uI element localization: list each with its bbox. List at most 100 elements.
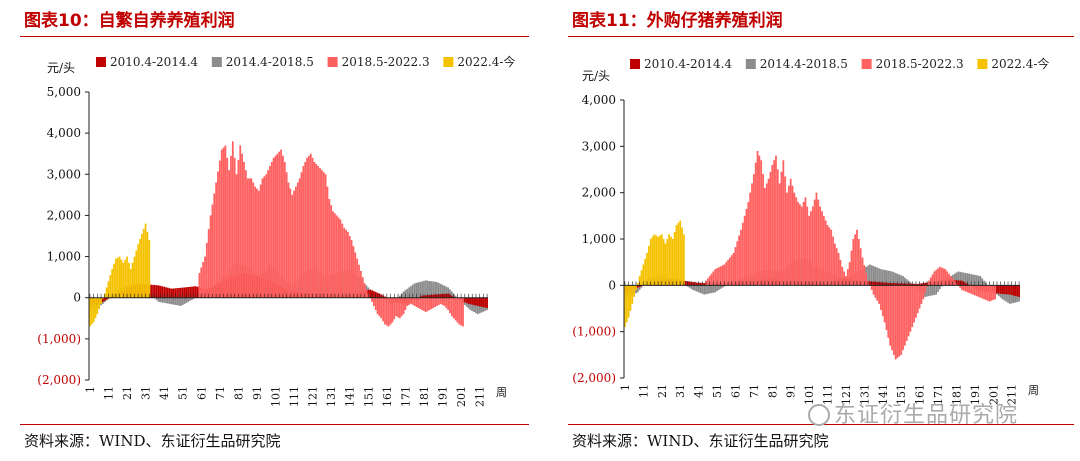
- bar: [752, 174, 755, 286]
- bar: [120, 259, 123, 298]
- bar: [458, 297, 461, 325]
- bar: [382, 297, 385, 322]
- bar: [730, 255, 733, 286]
- bar: [841, 266, 844, 286]
- bar: [751, 183, 753, 286]
- y-tick-label: 1,000: [582, 232, 616, 246]
- y-tick-label: (2,000): [37, 373, 81, 387]
- bar: [898, 274, 901, 286]
- bar: [933, 271, 936, 286]
- bar: [233, 157, 236, 298]
- bar: [769, 171, 772, 286]
- bar: [354, 252, 357, 298]
- bar: [902, 285, 904, 351]
- y-tick-label: 1,000: [47, 250, 81, 264]
- bar: [651, 236, 654, 286]
- bar: [684, 280, 687, 286]
- bar: [640, 270, 643, 286]
- bar: [257, 190, 260, 298]
- bar: [298, 178, 301, 298]
- bar: [124, 259, 127, 298]
- bar: [475, 297, 477, 306]
- bar: [380, 297, 383, 319]
- bar: [387, 297, 390, 327]
- bar: [192, 286, 195, 298]
- legend-label: 2018.5-2022.3: [876, 57, 964, 71]
- bar: [369, 289, 372, 298]
- bar: [880, 282, 882, 286]
- bar: [191, 297, 193, 300]
- bar: [870, 265, 873, 286]
- bar: [287, 182, 290, 298]
- bar: [898, 283, 901, 286]
- bar: [309, 153, 312, 298]
- bar: [631, 285, 634, 304]
- bar: [935, 269, 938, 286]
- bar: [181, 287, 184, 298]
- bar: [697, 285, 700, 293]
- bar: [699, 282, 702, 286]
- bar: [926, 285, 928, 287]
- bar: [330, 205, 333, 298]
- bar: [350, 240, 353, 298]
- bar: [668, 234, 671, 286]
- bar: [102, 297, 104, 299]
- bar: [411, 297, 414, 305]
- bar: [413, 297, 416, 306]
- bar: [165, 297, 167, 304]
- x-tick-label: 41: [158, 386, 171, 400]
- bar: [638, 276, 641, 286]
- x-tick-label: 61: [195, 386, 208, 400]
- bar: [880, 269, 882, 286]
- bar: [447, 293, 449, 298]
- bar: [706, 278, 709, 286]
- bar: [699, 285, 702, 294]
- bar: [291, 194, 294, 298]
- bar: [804, 197, 807, 286]
- bar: [139, 239, 141, 298]
- bar: [646, 252, 648, 286]
- bar: [996, 285, 998, 294]
- bar: [765, 183, 768, 286]
- bar: [874, 285, 877, 298]
- bar: [161, 297, 164, 303]
- bar: [261, 178, 264, 298]
- bar: [432, 294, 435, 298]
- bar: [423, 280, 425, 298]
- bar: [410, 297, 412, 304]
- bar: [927, 285, 930, 297]
- x-axis-unit: 周: [1028, 384, 1039, 397]
- bar: [454, 297, 457, 321]
- bar: [983, 280, 985, 286]
- bar: [885, 285, 888, 331]
- bar: [410, 286, 412, 298]
- bar: [102, 297, 104, 302]
- bar: [244, 170, 247, 298]
- bar: [705, 285, 707, 295]
- x-tick-label: 171: [399, 386, 412, 407]
- bar: [679, 220, 682, 286]
- bar: [926, 285, 928, 297]
- x-tick-label: 111: [822, 384, 835, 405]
- bar: [319, 168, 321, 298]
- bar: [902, 283, 904, 286]
- bar: [384, 297, 386, 325]
- bar: [937, 285, 939, 292]
- bar: [694, 285, 696, 291]
- bar: [872, 285, 875, 295]
- bar: [852, 239, 855, 286]
- bar: [946, 271, 949, 286]
- bar: [633, 285, 636, 297]
- bar: [878, 268, 880, 286]
- bar: [113, 263, 115, 298]
- bar: [89, 297, 91, 327]
- watermark: 东证衍生品研究院: [808, 397, 1018, 429]
- bar: [692, 282, 694, 286]
- bar: [666, 239, 669, 286]
- bar: [417, 282, 420, 298]
- bar: [745, 208, 748, 286]
- bar: [439, 297, 442, 304]
- bar: [839, 259, 842, 286]
- x-tick-label: 1: [84, 386, 97, 393]
- bar: [417, 297, 420, 308]
